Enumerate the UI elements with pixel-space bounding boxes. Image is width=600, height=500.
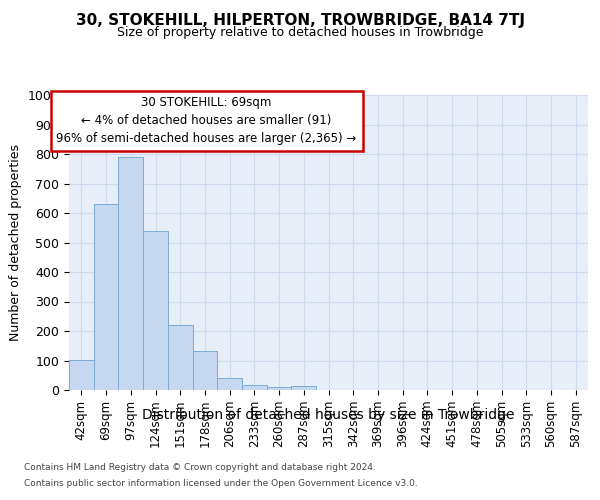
Bar [292,386,316,390]
Text: Distribution of detached houses by size in Trowbridge: Distribution of detached houses by size … [142,408,514,422]
Bar [118,157,143,390]
Bar [168,325,193,390]
Text: 30, STOKEHILL, HILPERTON, TROWBRIDGE, BA14 7TJ: 30, STOKEHILL, HILPERTON, TROWBRIDGE, BA… [76,12,524,28]
Text: Contains public sector information licensed under the Open Government Licence v3: Contains public sector information licen… [24,478,418,488]
Bar [242,385,267,390]
Bar [217,378,242,390]
Text: 30 STOKEHILL: 69sqm
← 4% of detached houses are smaller (91)
96% of semi-detache: 30 STOKEHILL: 69sqm ← 4% of detached hou… [56,96,356,146]
Text: Size of property relative to detached houses in Trowbridge: Size of property relative to detached ho… [117,26,483,39]
Bar [143,230,168,390]
Text: Contains HM Land Registry data © Crown copyright and database right 2024.: Contains HM Land Registry data © Crown c… [24,464,376,472]
Bar [193,351,217,390]
Bar [267,387,292,390]
Bar [69,360,94,390]
Y-axis label: Number of detached properties: Number of detached properties [9,144,22,341]
Bar [94,204,118,390]
